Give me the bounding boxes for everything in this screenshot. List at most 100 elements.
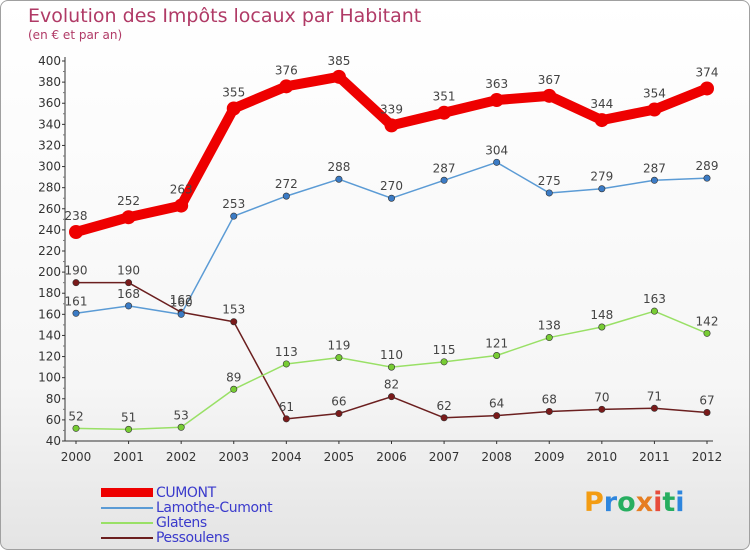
data-point-pessoulens — [125, 279, 133, 287]
y-tick-label: 320 — [38, 138, 61, 152]
legend-label-glatens: Glatens — [156, 514, 207, 531]
data-point-cumont — [489, 93, 504, 108]
y-tick-label: 140 — [38, 328, 61, 342]
legend-swatch-cumont — [101, 488, 153, 497]
data-label-glatens: 121 — [485, 337, 508, 351]
data-point-glatens — [72, 424, 80, 432]
data-label-glatens: 138 — [538, 319, 561, 333]
data-label-glatens: 113 — [275, 345, 298, 359]
data-point-cumont — [647, 102, 662, 117]
data-point-pessoulens — [72, 279, 80, 287]
data-label-cumont: 376 — [275, 63, 298, 77]
x-tick-label: 2011 — [639, 450, 670, 464]
data-label-pessoulens: 71 — [647, 389, 662, 403]
data-point-glatens — [335, 354, 343, 362]
data-label-pessoulens: 67 — [699, 394, 714, 408]
data-point-cumont — [437, 105, 452, 120]
data-label-pessoulens: 70 — [594, 390, 609, 404]
y-tick-label: 240 — [38, 223, 61, 237]
data-label-lamothe-cumont: 161 — [65, 294, 88, 308]
data-point-cumont — [331, 69, 346, 84]
data-label-lamothe-cumont: 272 — [275, 177, 298, 191]
y-tick-label: 260 — [38, 202, 61, 216]
x-tick-label: 2010 — [587, 450, 618, 464]
data-label-glatens: 163 — [643, 292, 666, 306]
data-label-pessoulens: 162 — [170, 293, 193, 307]
data-point-pessoulens — [703, 408, 711, 416]
data-point-lamothe-cumont — [440, 176, 448, 184]
data-point-lamothe-cumont — [125, 302, 133, 310]
legend-label-pessoulens: Pessoulens — [156, 529, 230, 546]
y-tick-label: 220 — [38, 244, 61, 258]
legend-label-lamothe-cumont: Lamothe-Cumont — [156, 499, 273, 516]
x-tick-label: 2000 — [61, 450, 92, 464]
data-point-lamothe-cumont — [598, 185, 606, 193]
y-tick-label: 400 — [38, 54, 61, 68]
data-point-pessoulens — [493, 412, 501, 420]
legend-swatch-glatens — [101, 521, 153, 524]
data-point-glatens — [177, 423, 185, 431]
data-point-pessoulens — [387, 393, 395, 401]
data-label-glatens: 53 — [174, 408, 189, 422]
data-point-pessoulens — [598, 405, 606, 413]
y-tick-label: 40 — [46, 434, 61, 448]
data-point-lamothe-cumont — [493, 158, 501, 166]
data-label-pessoulens: 190 — [65, 264, 88, 278]
data-label-pessoulens: 62 — [436, 399, 451, 413]
data-label-glatens: 142 — [696, 314, 719, 328]
data-point-cumont — [121, 210, 136, 225]
legend-label-cumont: CUMONT — [156, 484, 216, 501]
data-label-cumont: 339 — [380, 102, 403, 116]
data-label-glatens: 148 — [590, 308, 613, 322]
legend-item-cumont: CUMONT — [101, 484, 272, 501]
data-point-pessoulens — [282, 415, 290, 423]
data-label-glatens: 89 — [226, 370, 241, 384]
data-label-lamothe-cumont: 304 — [485, 143, 508, 157]
data-point-lamothe-cumont — [387, 194, 395, 202]
data-point-pessoulens — [230, 318, 238, 326]
data-label-pessoulens: 68 — [542, 392, 557, 406]
data-label-cumont: 263 — [170, 183, 193, 197]
data-label-glatens: 119 — [327, 339, 350, 353]
data-point-glatens — [440, 358, 448, 366]
data-label-pessoulens: 61 — [279, 400, 294, 414]
data-label-lamothe-cumont: 275 — [538, 174, 561, 188]
y-tick-label: 100 — [38, 371, 61, 385]
data-point-pessoulens — [545, 407, 553, 415]
data-label-lamothe-cumont: 289 — [696, 159, 719, 173]
y-tick-label: 60 — [46, 413, 61, 427]
data-label-glatens: 110 — [380, 348, 403, 362]
data-label-pessoulens: 190 — [117, 264, 140, 278]
data-point-pessoulens — [440, 414, 448, 422]
legend-item-lamothe-cumont: Lamothe-Cumont — [101, 499, 273, 516]
x-tick-label: 2002 — [166, 450, 197, 464]
x-tick-label: 2007 — [429, 450, 460, 464]
data-label-lamothe-cumont: 160 — [170, 295, 193, 309]
data-label-glatens: 52 — [68, 409, 83, 423]
data-point-glatens — [125, 425, 133, 433]
y-tick-label: 200 — [38, 265, 61, 279]
data-label-lamothe-cumont: 270 — [380, 179, 403, 193]
data-label-cumont: 363 — [485, 77, 508, 91]
data-label-pessoulens: 153 — [222, 303, 245, 317]
y-tick-label: 80 — [46, 392, 61, 406]
data-point-pessoulens — [335, 410, 343, 418]
data-label-glatens: 51 — [121, 410, 136, 424]
data-label-cumont: 238 — [65, 209, 88, 223]
y-tick-label: 280 — [38, 181, 61, 195]
chart-subtitle: (en € et par an) — [28, 28, 123, 42]
data-point-glatens — [703, 329, 711, 337]
data-label-pessoulens: 66 — [331, 395, 346, 409]
data-label-lamothe-cumont: 288 — [327, 160, 350, 174]
y-tick-label: 120 — [38, 350, 61, 364]
y-tick-label: 380 — [38, 75, 61, 89]
data-point-lamothe-cumont — [177, 310, 185, 318]
legend-item-glatens: Glatens — [101, 514, 272, 531]
y-tick-label: 160 — [38, 307, 61, 321]
legend-item-pessoulens: Pessoulens — [101, 529, 272, 546]
legend-swatch-lamothe-cumont — [101, 506, 153, 509]
y-tick-label: 180 — [38, 286, 61, 300]
data-label-lamothe-cumont: 279 — [590, 170, 613, 184]
data-point-glatens — [545, 334, 553, 342]
data-label-lamothe-cumont: 287 — [643, 161, 666, 175]
